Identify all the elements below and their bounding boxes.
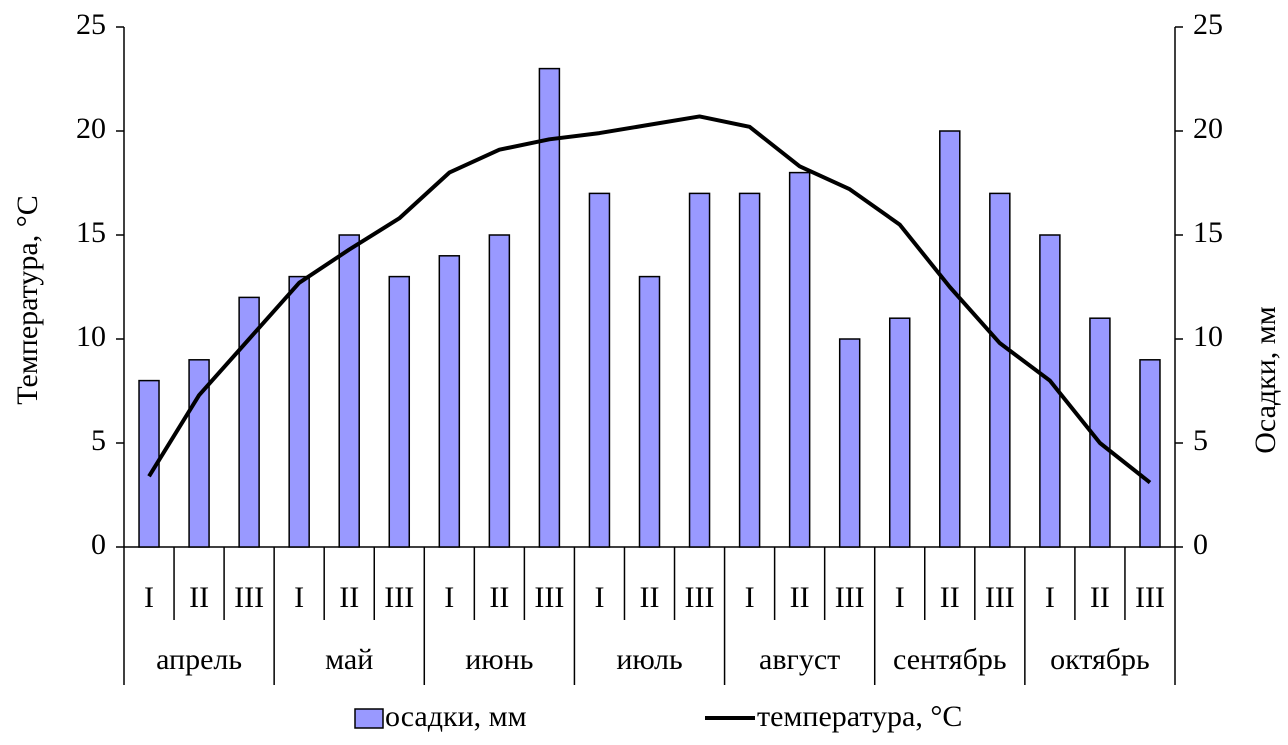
y2-tick-label: 10 <box>1193 320 1223 353</box>
y-tick-label: 5 <box>91 424 106 457</box>
y2-tick-label: 5 <box>1193 424 1208 457</box>
y-tick-label: 15 <box>76 216 106 249</box>
x-tick-label: III <box>835 581 865 614</box>
y2-tick-label: 0 <box>1193 528 1208 561</box>
bar <box>838 338 861 548</box>
y2-tick-label: 20 <box>1193 112 1223 145</box>
legend-label: осадки, мм <box>385 700 527 733</box>
x-tick-label: III <box>1135 581 1165 614</box>
x-tick-label: I <box>745 581 755 614</box>
x-tick-label: I <box>594 581 604 614</box>
x-tick-label: II <box>489 581 509 614</box>
y-tick-label: 20 <box>76 112 106 145</box>
group-label: август <box>759 643 840 676</box>
x-tick-label: II <box>790 581 810 614</box>
bar <box>388 275 411 548</box>
x-tick-label: I <box>1045 581 1055 614</box>
group-label: сентябрь <box>893 643 1007 676</box>
bar <box>638 275 661 548</box>
y-tick-label: 25 <box>76 8 106 41</box>
x-tick-label: III <box>384 581 414 614</box>
group-label: апрель <box>156 643 242 676</box>
bar <box>538 67 561 548</box>
bar <box>488 234 511 548</box>
bar <box>939 130 961 548</box>
bar <box>238 296 260 548</box>
y-axis-title: Температура, °C <box>11 195 44 404</box>
bar <box>788 171 811 548</box>
x-tick-label: II <box>1090 581 1110 614</box>
y2-tick-label: 25 <box>1193 8 1223 41</box>
group-label: октябрь <box>1050 643 1150 676</box>
x-tick-label: III <box>685 581 715 614</box>
x-tick-label: III <box>534 581 564 614</box>
group-label: май <box>325 643 373 676</box>
x-tick-label: III <box>985 581 1015 614</box>
group-label: июнь <box>465 643 533 676</box>
bar <box>1139 359 1161 548</box>
legend-swatch <box>354 708 384 729</box>
y-tick-label: 10 <box>76 320 106 353</box>
x-tick-label: II <box>640 581 660 614</box>
bar <box>438 255 461 548</box>
y2-axis-title: Осадки, мм <box>1249 306 1282 454</box>
bar <box>888 317 911 548</box>
y2-tick-label: 15 <box>1193 216 1223 249</box>
bar <box>288 275 310 548</box>
x-tick-label: I <box>294 581 304 614</box>
bar <box>588 192 611 548</box>
x-tick-label: II <box>940 581 960 614</box>
bar <box>688 192 711 548</box>
x-tick-label: I <box>144 581 154 614</box>
x-tick-label: III <box>234 581 264 614</box>
bar <box>989 192 1011 548</box>
x-tick-label: II <box>189 581 209 614</box>
legend-label: температура, °C <box>757 700 962 733</box>
group-label: июль <box>616 643 682 676</box>
y-tick-label: 0 <box>91 528 106 561</box>
x-tick-label: I <box>444 581 454 614</box>
x-tick-label: II <box>339 581 359 614</box>
line <box>147 114 1152 485</box>
bar <box>738 192 761 548</box>
bar <box>338 234 360 548</box>
x-tick-label: I <box>895 581 905 614</box>
